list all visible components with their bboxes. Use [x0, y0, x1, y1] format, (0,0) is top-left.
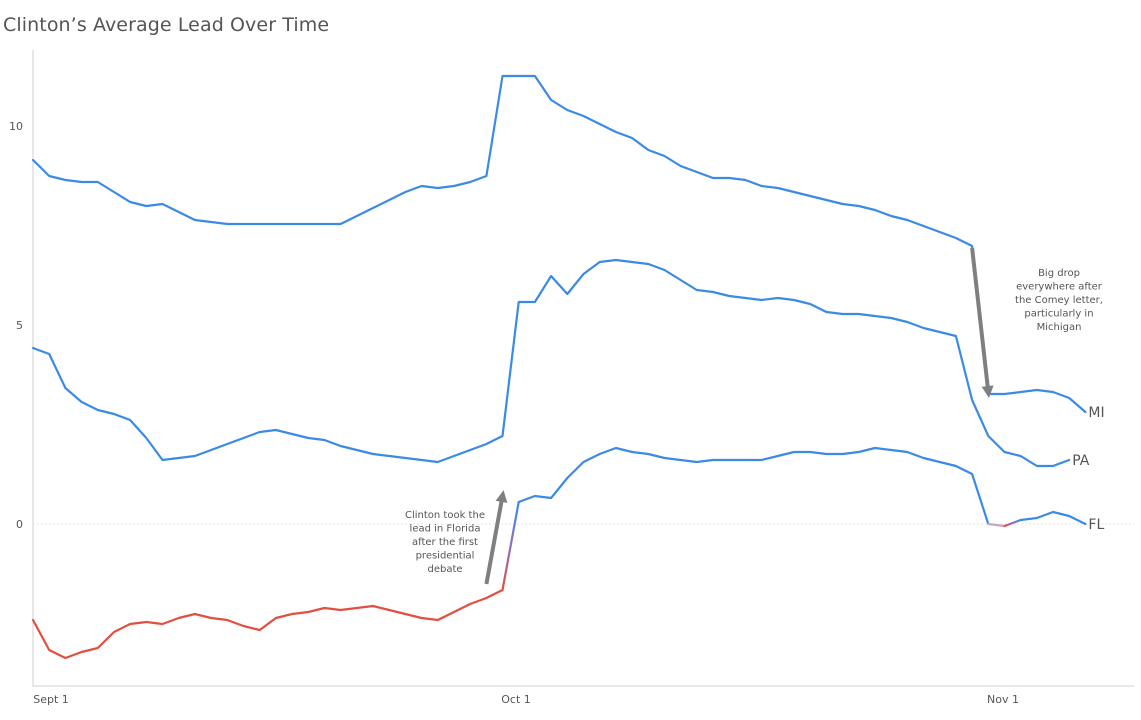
series-pa — [31, 258, 1071, 468]
series-pa-line — [31, 258, 1071, 468]
series-mi-line — [31, 74, 1087, 414]
axes: Sept 1 Oct 1 Nov 1 0 5 10 — [9, 50, 1134, 706]
annotation-text-comey-drop: Big drop everywhere after the Comey letter… — [1015, 268, 1103, 333]
annotation-text-florida-lead: Clinton took the lead in Florida after the… — [405, 510, 485, 575]
annotation-line: debate — [427, 564, 462, 575]
y-tick-label-10: 10 — [9, 120, 23, 133]
annotation-line: the Comey letter, — [1015, 295, 1103, 306]
x-tick-label-sept-1: Sept 1 — [33, 693, 69, 706]
annotation-line: Clinton took the — [405, 510, 485, 521]
annotation-arrow-florida-lead — [484, 490, 508, 585]
annotation-arrow-comey-drop — [970, 247, 994, 398]
series-fl-line — [31, 588, 504, 660]
annotation-line: lead in Florida — [410, 524, 481, 535]
y-tick-label-0: 0 — [16, 518, 23, 531]
annotation-florida-lead: Clinton took the lead in Florida after the… — [405, 490, 508, 585]
series-fl-crossing-segment — [987, 522, 1006, 528]
series-label-pa: PA — [1072, 453, 1090, 469]
series-fl-line — [1019, 510, 1087, 526]
annotation-line: everywhere after — [1016, 282, 1103, 293]
annotations: Clinton took the lead in Florida after the… — [405, 247, 1103, 585]
annotation-line: presidential — [416, 551, 475, 562]
series-mi — [31, 74, 1087, 414]
annotation-line: Michigan — [1037, 322, 1082, 333]
series-lines — [31, 74, 1087, 660]
series-label-fl: FL — [1088, 517, 1104, 533]
x-tick-label-nov-1: Nov 1 — [987, 693, 1019, 706]
series-fl-crossing-segment — [1003, 518, 1022, 528]
series-fl — [31, 446, 1087, 660]
annotation-line: after the first — [412, 537, 478, 548]
series-fl-line — [517, 446, 990, 526]
annotation-line: Big drop — [1038, 268, 1080, 279]
y-tick-label-5: 5 — [16, 319, 23, 332]
annotation-line: particularly in — [1024, 309, 1093, 320]
chart-title: Clinton’s Average Lead Over Time — [3, 14, 330, 36]
annotation-comey-drop: Big drop everywhere after the Comey letter… — [970, 247, 1103, 398]
x-tick-label-oct-1: Oct 1 — [501, 693, 531, 706]
series-label-mi: MI — [1088, 405, 1104, 421]
series-fl-crossing-segment — [501, 500, 520, 592]
series-labels: MI PA FL — [1072, 405, 1104, 533]
